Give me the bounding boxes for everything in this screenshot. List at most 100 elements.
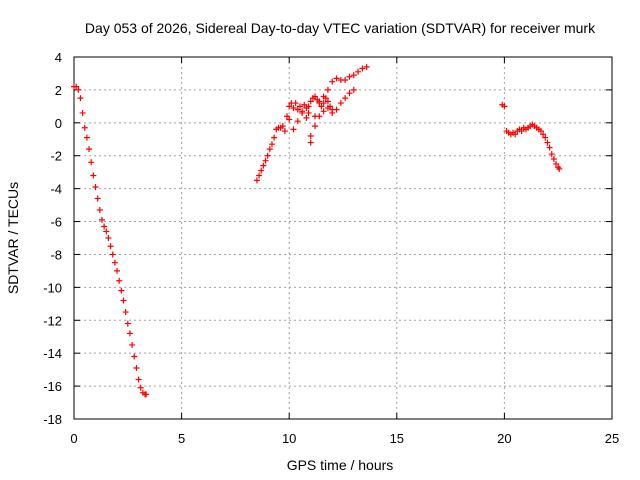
data-point — [320, 108, 327, 115]
data-point — [314, 96, 321, 103]
data-point — [101, 223, 108, 230]
plot-frame — [73, 56, 613, 420]
data-point — [122, 309, 129, 316]
data-point — [107, 243, 114, 250]
data-point — [253, 177, 260, 184]
data-point — [290, 126, 297, 133]
data-point — [329, 78, 336, 85]
data-point — [363, 63, 370, 70]
y-tick-label: -10 — [43, 280, 62, 295]
axis-ticks — [73, 56, 613, 420]
data-point — [262, 157, 269, 164]
data-point — [305, 109, 312, 116]
data-point — [518, 128, 525, 135]
data-point — [79, 109, 86, 116]
x-tick-label: 0 — [70, 431, 77, 446]
data-point — [342, 95, 349, 102]
data-point — [537, 128, 544, 135]
data-point — [333, 75, 340, 82]
y-tick-label: -8 — [50, 247, 62, 262]
data-point — [542, 134, 549, 141]
data-series-2 — [253, 63, 370, 184]
data-point — [120, 297, 127, 304]
data-point — [546, 144, 553, 151]
data-point — [294, 118, 301, 125]
data-point — [281, 128, 288, 135]
data-point — [337, 100, 344, 107]
data-point — [312, 93, 319, 100]
x-tick-label: 20 — [497, 431, 511, 446]
data-point — [73, 83, 80, 90]
data-point — [264, 152, 271, 159]
data-point — [260, 162, 267, 169]
data-point — [279, 123, 286, 130]
data-point — [284, 113, 291, 120]
y-tick-label: -14 — [43, 346, 62, 361]
data-point — [92, 183, 99, 190]
data-point — [131, 353, 138, 360]
data-point — [296, 103, 303, 110]
data-point — [114, 267, 121, 274]
data-point — [286, 103, 293, 110]
data-points — [71, 63, 563, 398]
data-point — [90, 172, 97, 179]
data-point — [258, 167, 265, 174]
data-point — [86, 146, 93, 153]
data-point — [286, 116, 293, 123]
data-series-5 — [499, 101, 563, 172]
x-tick-label: 15 — [390, 431, 404, 446]
data-point — [299, 109, 306, 116]
data-point — [290, 105, 297, 112]
y-tick-label: 0 — [55, 116, 62, 131]
data-point — [548, 151, 555, 158]
x-axis-title: GPS time / hours — [287, 457, 394, 473]
data-point — [312, 123, 319, 130]
data-point — [324, 86, 331, 93]
data-point — [307, 139, 314, 146]
data-point — [540, 131, 547, 138]
data-point — [305, 103, 312, 110]
data-point — [327, 103, 334, 110]
data-point — [75, 86, 82, 93]
y-tick-labels: -18 -16 -14 -12 -10 -8 -6 -4 -2 0 2 4 — [43, 50, 62, 427]
data-point — [512, 131, 519, 138]
y-tick-label: -4 — [50, 182, 62, 197]
data-point — [307, 98, 314, 105]
data-point — [301, 101, 308, 108]
x-tick-label: 10 — [282, 431, 296, 446]
data-point — [544, 139, 551, 146]
data-point — [105, 235, 112, 241]
y-tick-label: -6 — [50, 215, 62, 230]
data-point — [98, 216, 105, 223]
data-point — [292, 100, 299, 107]
data-point — [268, 141, 275, 148]
x-tick-labels: 0 5 10 15 20 25 — [70, 431, 619, 446]
data-point — [355, 68, 362, 75]
y-tick-label: 4 — [55, 50, 62, 65]
data-series-3 — [286, 86, 357, 139]
data-point — [271, 134, 278, 141]
data-point — [81, 124, 88, 131]
data-point — [320, 100, 327, 107]
y-axis-title: SDTVAR / TECUs — [5, 182, 21, 294]
data-point — [294, 106, 301, 113]
data-point — [109, 251, 116, 258]
data-point — [324, 98, 331, 105]
data-point — [307, 132, 314, 139]
data-point — [124, 320, 131, 327]
data-point — [342, 77, 349, 84]
data-point — [318, 103, 325, 110]
y-tick-label: 2 — [55, 83, 62, 98]
data-point — [88, 159, 95, 166]
data-point — [346, 90, 353, 97]
data-point — [103, 228, 110, 235]
y-tick-label: -16 — [43, 379, 62, 394]
data-point — [77, 95, 84, 102]
data-point — [83, 134, 90, 141]
data-point — [111, 259, 118, 266]
x-tick-label: 25 — [605, 431, 619, 446]
data-series-1 — [71, 83, 150, 398]
data-point — [556, 165, 563, 172]
y-tick-label: -12 — [43, 313, 62, 328]
data-point — [550, 156, 557, 163]
